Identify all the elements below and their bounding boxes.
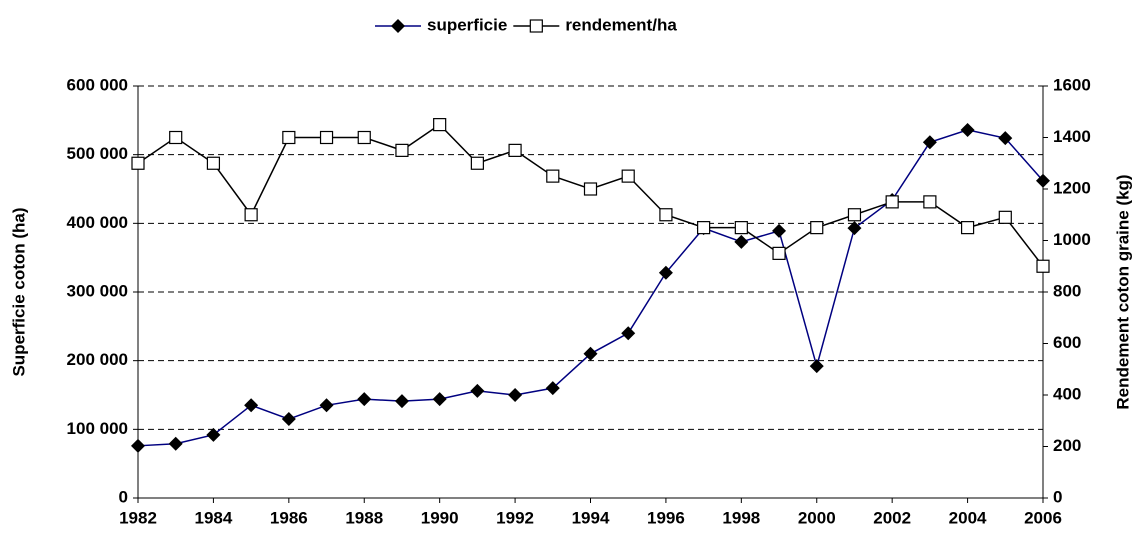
marker	[169, 130, 183, 145]
marker	[1036, 173, 1050, 188]
marker	[395, 143, 409, 157]
x-tick-label: 2000	[798, 508, 836, 527]
marker	[206, 427, 221, 442]
marker	[357, 130, 371, 145]
marker	[244, 208, 258, 222]
y2-tick-label: 400	[1053, 384, 1081, 403]
marker	[621, 169, 635, 183]
marker	[847, 208, 862, 222]
x-tick-label: 1982	[119, 508, 157, 527]
x-tick-label: 2002	[873, 508, 911, 527]
x-tick-label: 1986	[270, 508, 308, 527]
x-tick-label: 1992	[496, 508, 534, 527]
marker	[621, 326, 636, 341]
marker	[394, 394, 409, 409]
x-tick-label: 1988	[345, 508, 383, 527]
x-tick-label: 2004	[949, 508, 987, 527]
marker	[960, 221, 975, 235]
y-tick-label: 0	[119, 487, 128, 506]
y2-tick-label: 1600	[1053, 75, 1091, 94]
x-tick-label: 2006	[1024, 508, 1062, 527]
marker	[734, 234, 749, 249]
marker	[583, 346, 598, 361]
marker	[319, 398, 334, 413]
marker	[131, 156, 145, 170]
y-tick-label: 500 000	[67, 144, 128, 163]
y-tick-label: 100 000	[67, 419, 128, 438]
y-axis-label: Superficie coton (ha)	[9, 207, 28, 376]
marker	[772, 246, 786, 260]
marker	[357, 392, 372, 407]
marker	[658, 265, 673, 280]
y2-tick-label: 1200	[1053, 178, 1091, 197]
marker	[583, 182, 598, 196]
series-line	[137, 129, 1044, 447]
legend-label: rendement/ha	[565, 15, 677, 34]
marker	[206, 156, 221, 170]
y2-tick-label: 600	[1053, 333, 1081, 352]
x-tick-label: 1990	[421, 508, 459, 527]
marker	[319, 130, 334, 145]
y2-tick-label: 800	[1053, 281, 1081, 300]
marker	[772, 223, 787, 238]
marker	[470, 383, 485, 398]
x-tick-label: 1984	[195, 508, 233, 527]
x-tick-label: 1996	[647, 508, 685, 527]
marker	[508, 143, 522, 157]
marker	[545, 381, 560, 396]
marker	[168, 436, 183, 451]
marker	[281, 412, 296, 427]
marker	[847, 221, 862, 236]
marker	[659, 208, 673, 222]
x-tick-label: 1994	[572, 508, 610, 527]
marker	[546, 169, 560, 183]
marker	[470, 156, 484, 170]
marker	[282, 130, 296, 145]
marker	[244, 398, 259, 413]
marker	[960, 122, 975, 137]
y2-tick-label: 1400	[1053, 127, 1091, 146]
y2-tick-label: 200	[1053, 436, 1081, 455]
marker	[923, 195, 937, 209]
y-tick-label: 600 000	[67, 75, 128, 94]
x-tick-label: 1998	[722, 508, 760, 527]
marker	[433, 118, 447, 132]
y2-tick-label: 1000	[1053, 230, 1091, 249]
marker	[998, 131, 1013, 146]
y-tick-label: 400 000	[67, 213, 128, 232]
marker	[391, 19, 405, 33]
y-tick-label: 200 000	[67, 350, 128, 369]
y-tick-label: 300 000	[67, 281, 128, 300]
y2-tick-label: 0	[1053, 487, 1062, 506]
marker	[998, 210, 1012, 224]
marker	[529, 19, 543, 33]
marker	[697, 221, 711, 235]
marker	[508, 388, 523, 402]
marker	[1036, 259, 1050, 273]
marker	[131, 438, 145, 453]
legend-label: superficie	[427, 15, 507, 34]
y2-axis-label: Rendement coton graine (kg)	[1113, 174, 1132, 409]
marker	[734, 221, 748, 235]
marker	[432, 392, 447, 407]
marker	[922, 135, 937, 150]
marker	[885, 195, 899, 209]
marker	[809, 359, 824, 374]
marker	[810, 221, 824, 235]
